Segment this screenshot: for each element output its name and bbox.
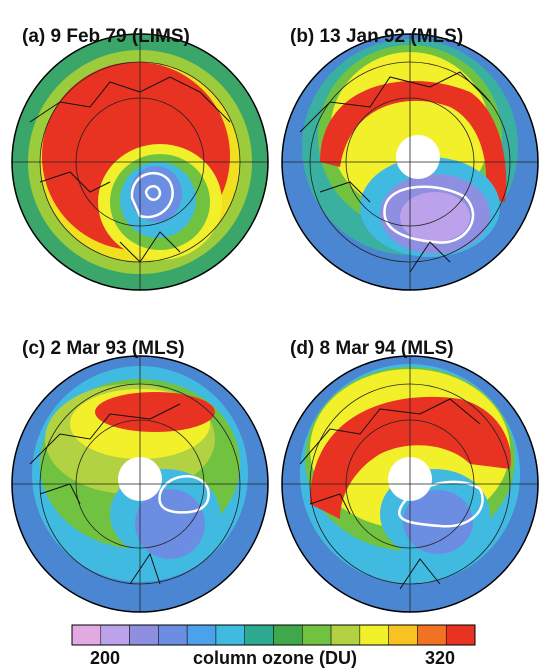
- color-swatch: [245, 625, 274, 645]
- color-swatch: [187, 625, 216, 645]
- panel-label: (b) 13 Jan 92 (MLS): [290, 26, 463, 47]
- panel-label: (c) 2 Mar 93 (MLS): [22, 338, 185, 359]
- colorbar-min: 200: [90, 648, 120, 668]
- map-b: [282, 34, 538, 290]
- color-swatch: [158, 625, 187, 645]
- color-swatch: [274, 625, 303, 645]
- color-swatch: [130, 625, 159, 645]
- map-d: [282, 356, 538, 612]
- color-swatch: [389, 625, 418, 645]
- colorbar-max: 320: [425, 648, 455, 668]
- panel-label: (d) 8 Mar 94 (MLS): [290, 338, 454, 359]
- color-swatch: [331, 625, 360, 645]
- map-c: [12, 356, 268, 612]
- colorbar: [72, 625, 475, 645]
- map-a: [12, 34, 268, 290]
- color-swatch: [101, 625, 130, 645]
- color-swatch: [302, 625, 331, 645]
- color-swatch: [72, 625, 101, 645]
- colorbar-label: column ozone (DU): [193, 648, 357, 668]
- color-swatch: [417, 625, 446, 645]
- color-swatch: [216, 625, 245, 645]
- color-swatch: [446, 625, 475, 645]
- color-swatch: [360, 625, 389, 645]
- panel-label: (a) 9 Feb 79 (LIMS): [22, 26, 190, 47]
- figure: (a) 9 Feb 79 (LIMS) (b) 13 Jan 92 (MLS) …: [0, 0, 548, 671]
